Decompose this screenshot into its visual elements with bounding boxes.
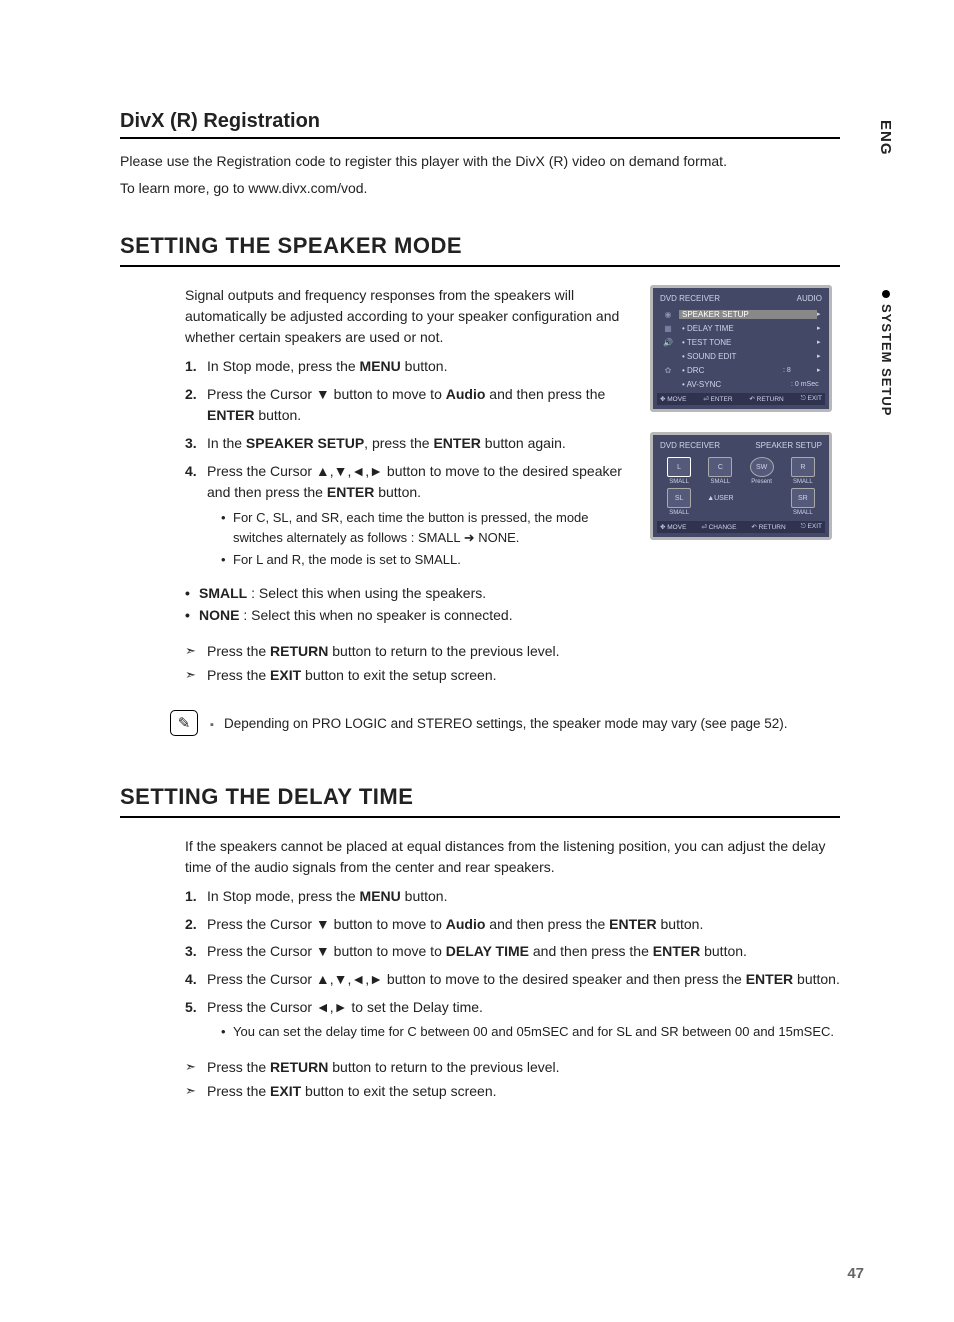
option-small: SMALL : Select this when using the speak…	[185, 582, 632, 604]
speaker-grid: LSMALL CSMALL SWPresent RSMALL SLSMALL ▲…	[657, 454, 825, 519]
osd-audio-menu: DVD RECEIVER AUDIO ◉SPEAKER SETUP▸ ▦• DE…	[650, 285, 832, 412]
step-1: 1. In Stop mode, press the MENU button.	[185, 356, 632, 378]
content-column: DivX (R) Registration Please use the Reg…	[120, 110, 840, 1104]
delay-time-steps: 1. In Stop mode, press the MENU button. …	[185, 886, 840, 1042]
osd-row-test-tone: • TEST TONE	[679, 338, 817, 347]
step-4-sub2: For L and R, the mode is set to SMALL.	[221, 550, 632, 570]
dt-step-5: 5. Press the Cursor ◄,► to set the Delay…	[185, 997, 840, 1042]
audio-icon: 🔊	[657, 336, 679, 348]
dt-step-5-sub1: You can set the delay time for C between…	[221, 1022, 840, 1042]
setup-icon: ✿	[657, 364, 679, 376]
speaker-mode-options: SMALL : Select this when using the speak…	[185, 582, 632, 627]
side-lang-tab: ENG	[877, 120, 894, 156]
dt-step-2: 2. Press the Cursor ▼ button to move to …	[185, 914, 840, 936]
osd-column: DVD RECEIVER AUDIO ◉SPEAKER SETUP▸ ▦• DE…	[650, 285, 840, 688]
delay-time-heading: SETTING THE DELAY TIME	[120, 784, 840, 818]
step-2: 2. Press the Cursor ▼ button to move to …	[185, 384, 632, 427]
spk-l-icon: L	[667, 457, 691, 477]
note-icon: ✎	[170, 710, 198, 736]
osd-row-delay-time: • DELAY TIME	[679, 324, 817, 333]
divx-heading: DivX (R) Registration	[120, 110, 840, 139]
dt-step-5-sub: You can set the delay time for C between…	[221, 1022, 840, 1042]
disc-menu-icon: ◉	[657, 308, 679, 320]
note-text: Depending on PRO LOGIC and STEREO settin…	[210, 716, 788, 731]
speaker-mode-intro: Signal outputs and frequency responses f…	[185, 285, 632, 348]
step-3: 3. In the SPEAKER SETUP, press the ENTER…	[185, 433, 632, 455]
press-exit: Press the EXIT button to exit the setup …	[185, 664, 632, 688]
dt-press-exit: Press the EXIT button to exit the setup …	[185, 1080, 840, 1104]
osd2-title: SPEAKER SETUP	[755, 441, 822, 450]
dt-press-return: Press the RETURN button to return to the…	[185, 1056, 840, 1080]
speaker-mode-heading: SETTING THE SPEAKER MODE	[120, 233, 840, 267]
page-number: 47	[847, 1265, 864, 1282]
dt-step-3: 3. Press the Cursor ▼ button to move to …	[185, 941, 840, 963]
delay-time-intro: If the speakers cannot be placed at equa…	[185, 836, 840, 878]
option-none: NONE : Select this when no speaker is co…	[185, 604, 632, 626]
dt-step-4: 4. Press the Cursor ▲,▼,◄,► button to mo…	[185, 969, 840, 991]
osd-row-drc: • DRC	[679, 366, 783, 375]
speaker-mode-row: Signal outputs and frequency responses f…	[120, 285, 840, 688]
osd-row-sound-edit: • SOUND EDIT	[679, 352, 817, 361]
osd2-brand: DVD RECEIVER	[660, 441, 720, 450]
spk-sw-icon: SW	[750, 457, 774, 477]
step-4-subbullets: For C, SL, and SR, each time the button …	[221, 508, 632, 570]
speaker-mode-text: Signal outputs and frequency responses f…	[120, 285, 632, 688]
osd-speaker-setup: DVD RECEIVER SPEAKER SETUP LSMALL CSMALL…	[650, 432, 832, 540]
bullet-icon	[882, 290, 890, 298]
step-4: 4. Press the Cursor ▲,▼,◄,► button to mo…	[185, 461, 632, 570]
page: ENG SYSTEM SETUP DivX (R) Registration P…	[0, 0, 954, 1322]
osd-footer: ✥ MOVE ⏎ ENTER ↶ RETURN ⎋ EXIT	[657, 393, 825, 405]
press-return: Press the RETURN button to return to the…	[185, 640, 632, 664]
osd-category: AUDIO	[797, 294, 822, 303]
title-menu-icon: ▦	[657, 322, 679, 334]
divx-p2: To learn more, go to www.divx.com/vod.	[120, 178, 840, 199]
speaker-mode-steps: 1. In Stop mode, press the MENU button. …	[185, 356, 632, 570]
spk-sl-icon: SL	[667, 488, 691, 508]
spk-sr-icon: SR	[791, 488, 815, 508]
dt-step-1: 1. In Stop mode, press the MENU button.	[185, 886, 840, 908]
divx-p1: Please use the Registration code to regi…	[120, 151, 840, 172]
side-section-label: SYSTEM SETUP	[879, 304, 894, 416]
osd-row-avsync: • AV-SYNC	[679, 380, 791, 389]
note-box: ✎ Depending on PRO LOGIC and STEREO sett…	[170, 710, 840, 736]
osd2-footer: ✥ MOVE ⏎ CHANGE ↶ RETURN ⎋ EXIT	[657, 521, 825, 533]
speaker-mode-press: Press the RETURN button to return to the…	[185, 640, 632, 688]
osd-brand: DVD RECEIVER	[660, 294, 720, 303]
step-4-sub1: For C, SL, and SR, each time the button …	[221, 508, 632, 547]
spk-user-icon: ▲USER	[708, 488, 732, 508]
spk-c-icon: C	[708, 457, 732, 477]
spk-r-icon: R	[791, 457, 815, 477]
osd-row-speaker-setup: SPEAKER SETUP	[679, 310, 817, 319]
side-section-tab: SYSTEM SETUP	[879, 290, 894, 416]
delay-time-press: Press the RETURN button to return to the…	[185, 1056, 840, 1104]
